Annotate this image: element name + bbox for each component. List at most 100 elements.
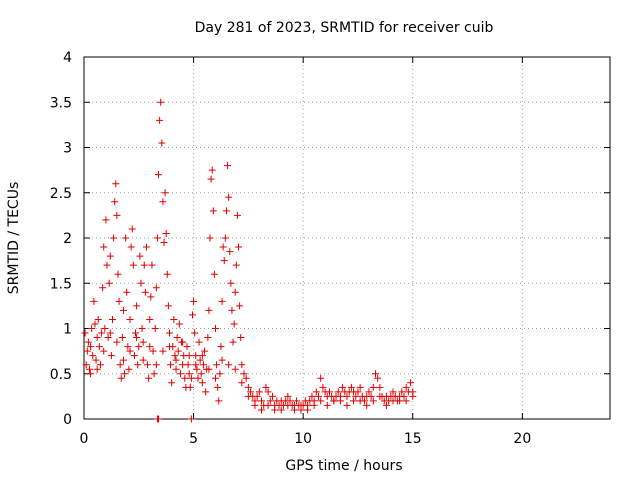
data-point xyxy=(133,334,141,342)
data-point xyxy=(172,365,180,373)
data-point xyxy=(122,234,130,242)
data-point xyxy=(210,270,218,278)
data-point xyxy=(343,401,351,409)
data-point xyxy=(334,388,342,396)
data-point xyxy=(173,334,181,342)
data-point xyxy=(271,406,279,414)
data-point xyxy=(99,284,107,292)
data-point xyxy=(400,392,408,400)
data-point xyxy=(308,392,316,400)
data-points xyxy=(81,98,417,423)
data-point xyxy=(255,388,263,396)
data-point xyxy=(142,243,150,251)
data-point xyxy=(136,252,144,260)
data-point xyxy=(317,397,325,405)
data-point xyxy=(222,207,230,215)
data-point xyxy=(409,392,417,400)
data-point xyxy=(170,315,178,323)
data-point xyxy=(218,356,226,364)
data-point xyxy=(198,379,206,387)
data-point xyxy=(106,252,114,260)
y-tick-label: 3.5 xyxy=(50,95,72,111)
data-point xyxy=(258,406,266,414)
data-point xyxy=(407,379,415,387)
data-point xyxy=(208,166,216,174)
data-point xyxy=(193,365,201,373)
data-point xyxy=(181,374,189,382)
data-point xyxy=(185,352,193,360)
data-point xyxy=(369,383,377,391)
data-point xyxy=(262,383,270,391)
data-point xyxy=(112,180,120,188)
data-point xyxy=(323,401,331,409)
data-point xyxy=(135,343,143,351)
data-point xyxy=(339,383,347,391)
data-point xyxy=(159,198,167,206)
data-point xyxy=(108,315,116,323)
data-point xyxy=(185,370,193,378)
data-point xyxy=(134,361,142,369)
data-point xyxy=(325,388,333,396)
data-point xyxy=(227,279,235,287)
data-point xyxy=(237,334,245,342)
data-point xyxy=(297,401,305,409)
data-point xyxy=(192,361,200,369)
data-point xyxy=(258,397,266,405)
data-point xyxy=(213,361,221,369)
data-point xyxy=(209,207,217,215)
data-point xyxy=(365,388,373,396)
data-point xyxy=(216,370,224,378)
data-point xyxy=(343,392,351,400)
data-point xyxy=(95,343,103,351)
data-point xyxy=(268,392,276,400)
data-point xyxy=(206,234,214,242)
data-point xyxy=(117,374,125,382)
data-point xyxy=(231,365,239,373)
x-tick-label: 15 xyxy=(404,431,422,447)
data-point xyxy=(293,397,301,405)
data-point xyxy=(85,365,93,373)
data-point xyxy=(163,270,171,278)
data-point xyxy=(286,397,294,405)
data-point xyxy=(167,361,175,369)
data-point xyxy=(165,343,173,351)
data-point xyxy=(244,383,252,391)
data-point xyxy=(110,234,118,242)
data-point xyxy=(219,243,227,251)
data-point xyxy=(111,198,119,206)
data-point xyxy=(101,325,109,332)
data-point xyxy=(155,415,163,423)
data-point xyxy=(98,329,106,337)
data-point xyxy=(106,329,114,337)
data-point xyxy=(164,302,172,310)
data-point xyxy=(153,234,161,242)
data-point xyxy=(225,193,233,201)
data-point xyxy=(83,347,91,355)
data-point xyxy=(141,288,149,296)
data-point xyxy=(179,338,187,346)
y-tick-label: 1.5 xyxy=(50,276,72,292)
data-point xyxy=(317,374,325,382)
data-point xyxy=(105,279,113,287)
data-point xyxy=(226,248,234,256)
data-point xyxy=(212,374,219,382)
data-point xyxy=(100,347,108,355)
data-point xyxy=(115,297,123,305)
data-point xyxy=(238,361,246,369)
grid xyxy=(84,57,610,419)
data-point xyxy=(118,334,126,342)
data-point xyxy=(350,397,358,405)
data-point xyxy=(312,388,320,396)
data-point xyxy=(290,406,298,414)
data-point xyxy=(176,370,184,378)
data-point xyxy=(152,284,160,292)
data-point xyxy=(356,397,364,405)
data-point xyxy=(171,352,179,360)
data-point xyxy=(192,352,200,360)
data-point xyxy=(212,325,219,332)
data-point xyxy=(87,343,95,351)
data-point xyxy=(149,347,157,355)
data-point xyxy=(201,347,209,355)
data-point xyxy=(128,225,136,233)
data-point xyxy=(284,401,292,409)
